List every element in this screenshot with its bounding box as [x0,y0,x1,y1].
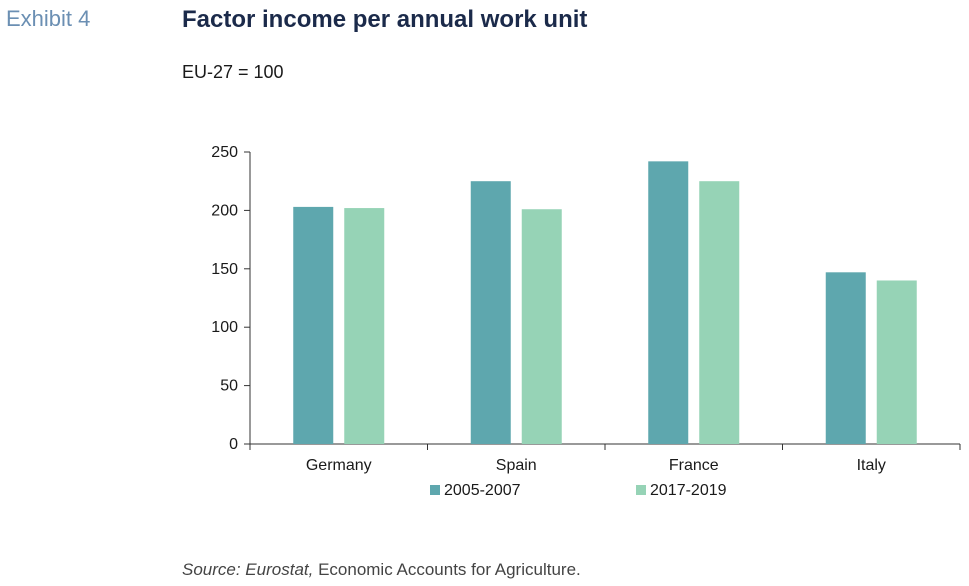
legend-label: 2017-2019 [650,482,727,499]
y-tick-label: 200 [211,202,238,219]
x-tick-label: Spain [496,457,537,474]
bar-france-2017-2019 [699,181,740,444]
y-tick-label: 100 [211,319,238,336]
bar-spain-2005-2007 [470,181,511,444]
y-tick-label: 250 [211,144,238,161]
x-tick-label: France [669,457,719,474]
x-tick-label: Germany [306,457,372,474]
legend-swatch [636,485,646,495]
source-note: Source: Eurostat, Economic Accounts for … [182,560,581,580]
bar-italy-2017-2019 [876,280,917,444]
source-text: Economic Accounts for Agriculture. [313,560,581,579]
source-prefix: Source: Eurostat, [182,560,314,579]
bar-germany-2005-2007 [293,206,334,444]
y-tick-label: 50 [220,378,238,395]
y-tick-label: 150 [211,261,238,278]
bar-france-2005-2007 [648,161,689,444]
bar-germany-2017-2019 [344,208,385,444]
legend-swatch [430,485,440,495]
chart-title: Factor income per annual work unit [182,6,588,33]
chart-subtitle: EU-27 = 100 [182,62,284,82]
exhibit-label: Exhibit 4 [6,6,91,31]
bar-spain-2017-2019 [521,209,562,444]
bar-italy-2005-2007 [825,272,866,444]
legend-label: 2005-2007 [444,482,521,499]
x-tick-label: Italy [857,457,886,474]
y-tick-label: 0 [229,436,238,453]
